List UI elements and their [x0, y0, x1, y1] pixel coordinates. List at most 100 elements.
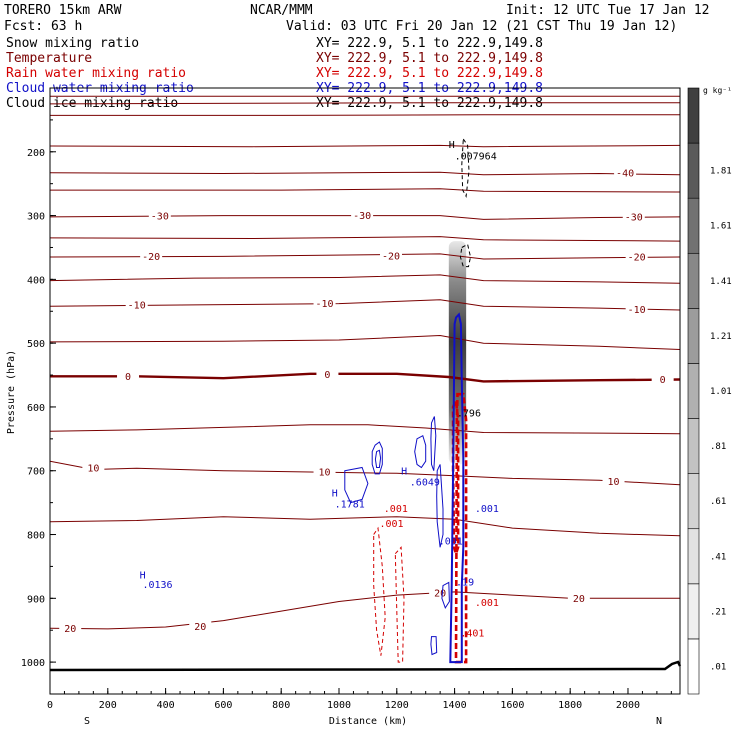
color-bar-label: .61	[710, 497, 726, 507]
temperature-contour	[50, 424, 680, 435]
contour-annotation: .796	[457, 409, 481, 420]
temperature-label: 0	[125, 372, 131, 383]
y-tick-label: 800	[27, 531, 45, 542]
temperature-label: 20	[434, 589, 446, 600]
x-tick-label: 400	[157, 700, 175, 711]
temperature-contour	[50, 372, 680, 383]
temperature-contour	[50, 299, 680, 311]
cloud-water-contour	[449, 312, 465, 664]
contour-annotation: .001	[439, 537, 463, 548]
color-bar-segment	[687, 252, 700, 309]
temperature-label: -30	[151, 212, 169, 223]
color-bar-label: 1.41	[710, 277, 732, 287]
color-bar: .01 .21 .41 .61 .81 1.01 1.21 1.41 1.61 1.81	[687, 87, 732, 695]
color-bar-segment	[687, 142, 700, 199]
temperature-label: -10	[316, 299, 334, 310]
color-bar-label: 1.01	[710, 387, 732, 397]
cloud-water-contour	[430, 416, 437, 471]
x-tick-label: 1400	[443, 700, 467, 711]
y-tick-label: 400	[27, 275, 45, 286]
y-tick-label: 900	[27, 594, 45, 605]
contour-annotation: .1781	[335, 500, 365, 511]
x-axis-label: Distance (km)	[329, 716, 407, 727]
x-tick-label: 1000	[327, 700, 351, 711]
rain-water-contours	[373, 392, 468, 664]
color-bar-segment	[687, 473, 700, 530]
temperature-label: -10	[128, 300, 146, 311]
contour-annotation: .001	[379, 519, 403, 530]
color-bar-label: 1.61	[710, 222, 732, 232]
temperature-contour	[50, 274, 680, 284]
color-bar-segment	[687, 197, 700, 254]
temperature-label: 10	[319, 468, 331, 479]
temperature-label: -20	[382, 251, 400, 262]
contour-annotation: H	[332, 488, 338, 499]
color-bar-label: 1.21	[710, 332, 732, 342]
contour-annotation: .007964	[455, 151, 497, 162]
color-bar-label: 1.81	[710, 167, 732, 177]
x-tick-label: 1200	[385, 700, 409, 711]
south-label: S	[84, 716, 90, 727]
cloud-ice-contour	[459, 243, 472, 268]
temperature-contour	[50, 516, 680, 537]
temperature-contour	[50, 236, 680, 242]
x-tick-label: 2000	[616, 700, 640, 711]
cloud-water-contour	[414, 434, 427, 469]
field-label: Snow mixing ratio	[6, 36, 139, 51]
temperature-label: -30	[353, 211, 371, 222]
color-bar-label: .21	[710, 607, 726, 617]
contour-annotation: .001	[384, 504, 408, 515]
temperature-label: 20	[64, 624, 76, 635]
temperature-contour	[50, 144, 680, 148]
contour-annotation: .401	[460, 629, 484, 640]
axes: 0 200 400 600 800 1000 1200 1400 1600 1800 2000200…	[21, 119, 672, 711]
cloud-water-contour	[436, 464, 444, 548]
temperature-label: 20	[194, 622, 206, 633]
contour-annotation: H	[449, 140, 455, 151]
y-axis-label: Pressure (hPa)	[6, 350, 17, 434]
color-bar-segment	[687, 638, 700, 695]
temperature-contour	[50, 253, 680, 260]
cloud-water-contour	[374, 449, 382, 468]
field-label: Rain water mixing ratio	[6, 66, 186, 81]
color-bar-label: .41	[710, 552, 726, 562]
contour-annotation: .001	[475, 598, 499, 609]
color-bar-segment	[687, 583, 700, 640]
rain-water-contour	[373, 526, 386, 656]
color-bar-segment	[687, 87, 700, 144]
contour-annotation: .19	[456, 578, 474, 589]
rain-water-contour	[394, 546, 405, 663]
temperature-label: 0	[324, 370, 330, 381]
field-label: Temperature	[6, 51, 92, 66]
temperature-label: 0	[660, 375, 666, 386]
temperature-contour	[50, 171, 680, 176]
x-tick-label: 1800	[558, 700, 582, 711]
field-xy: XY= 222.9, 5.1 to 222.9,149.8	[316, 36, 543, 51]
temperature-contour	[50, 334, 680, 350]
x-tick-label: 200	[99, 700, 117, 711]
color-bar-segment	[687, 528, 700, 585]
y-tick-label: 500	[27, 339, 45, 350]
valid-time: Valid: 03 UTC Fri 20 Jan 12 (21 CST Thu …	[286, 19, 677, 34]
north-label: N	[656, 716, 662, 727]
contour-annotations: H.007964H.6049H.1781H.0136.001.001.001.0…	[140, 140, 499, 640]
contour-annotation: H	[401, 467, 407, 478]
temperature-label: 10	[87, 464, 99, 475]
field-xy: XY= 222.9, 5.1 to 222.9,149.8	[316, 96, 543, 111]
cloud-ice-contours	[459, 137, 472, 268]
field-legend: Snow mixing ratio XY= 222.9, 5.1 to 222.9…	[6, 36, 543, 111]
color-bar-label: .01	[710, 662, 726, 672]
x-tick-label: 600	[214, 700, 232, 711]
temperature-label: -10	[628, 305, 646, 316]
cloud-water-contours	[344, 312, 465, 664]
rain-water-contour	[454, 392, 468, 664]
temperature-contour	[50, 460, 680, 486]
temperature-label: -20	[628, 253, 646, 264]
temperature-contour	[50, 114, 680, 116]
cloud-water-contour	[371, 441, 383, 475]
contour-annotation: .001	[475, 504, 499, 515]
forecast-hour: Fcst: 63 h	[4, 19, 82, 34]
temperature-label: 20	[573, 594, 585, 605]
contour-annotation: .6049	[410, 477, 440, 488]
